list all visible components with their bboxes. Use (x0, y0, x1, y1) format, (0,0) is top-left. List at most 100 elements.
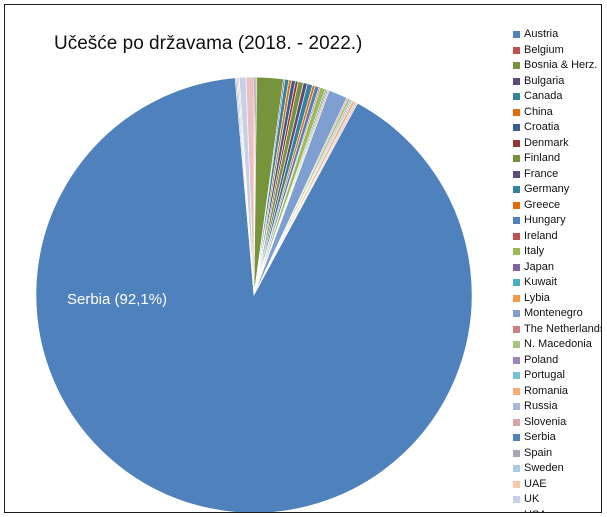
legend-label: Slovenia (524, 415, 567, 428)
legend-swatch (513, 356, 520, 364)
legend-label: N. Macedonia (524, 338, 592, 350)
legend-item-austria: Austria (513, 27, 601, 43)
legend-swatch (513, 248, 520, 256)
legend-item-france: France (513, 167, 601, 183)
legend-label: China (524, 105, 553, 118)
legend-label: UAE (524, 477, 547, 490)
chart-title: Učešće po državama (2018. - 2022.) (54, 33, 363, 54)
legend-swatch (513, 496, 520, 504)
legend-swatch (513, 279, 520, 287)
legend-label: Croatia (524, 121, 560, 133)
legend-item-germany: Germany (513, 182, 601, 198)
legend-item-sweden: Sweden (513, 461, 601, 477)
serbia-data-label: Serbia (92,1%) (67, 291, 168, 308)
legend-item-poland: Poland (513, 353, 601, 369)
legend-swatch (513, 155, 520, 163)
legend-label: Greece (524, 198, 561, 211)
legend-label: Kuwait (524, 276, 558, 288)
legend-item-romania: Romania (513, 384, 601, 400)
legend-swatch (513, 511, 520, 512)
pie-slice-usa (245, 76, 255, 296)
legend-swatch (513, 465, 520, 473)
legend-label: Serbia (524, 431, 556, 443)
legend-item-bosnia-herz: Bosnia & Herz. (513, 58, 601, 74)
pie-chart (35, 76, 473, 512)
legend-label: Germany (524, 183, 570, 195)
legend-label: Japan (524, 260, 554, 273)
legend-label: Lybia (524, 291, 550, 304)
legend-swatch (513, 294, 520, 302)
legend-item-japan: Japan (513, 260, 601, 276)
chart-frame: Učešće po državama (2018. - 2022.) Serbi… (4, 4, 602, 513)
legend-item-finland: Finland (513, 151, 601, 167)
legend-item-usa: USA (513, 508, 601, 513)
legend-label: Poland (524, 353, 559, 366)
legend-swatch (513, 387, 520, 395)
legend-item-china: China (513, 105, 601, 121)
legend-label: UK (524, 493, 540, 505)
legend-label: Bosnia & Herz. (524, 59, 598, 71)
legend-item-hungary: Hungary (513, 213, 601, 229)
legend-swatch (513, 186, 520, 194)
legend-label: Austria (524, 28, 559, 40)
legend-item-slovenia: Slovenia (513, 415, 601, 431)
legend-label: Montenegro (524, 307, 583, 319)
legend-label: Ireland (524, 229, 558, 242)
legend-swatch (513, 46, 520, 54)
legend-label: Denmark (524, 136, 569, 149)
legend-item-uae: UAE (513, 477, 601, 493)
legend-label: The Netherlands (524, 322, 602, 335)
legend-swatch (513, 124, 520, 132)
legend-swatch (513, 217, 520, 225)
legend-item-denmark: Denmark (513, 136, 601, 152)
legend-label: USA (524, 508, 547, 513)
legend-swatch (513, 62, 520, 70)
legend-label: Portugal (524, 369, 565, 381)
legend-item-montenegro: Montenegro (513, 306, 601, 322)
legend-item-bulgaria: Bulgaria (513, 74, 601, 90)
legend-label: Italy (524, 245, 545, 257)
legend-label: Romania (524, 384, 569, 397)
legend-item-russia: Russia (513, 399, 601, 415)
legend-swatch (513, 139, 520, 147)
legend-item-italy: Italy (513, 244, 601, 260)
legend-swatch (513, 480, 520, 488)
legend-label: Spain (524, 446, 553, 459)
legend-item-portugal: Portugal (513, 368, 601, 384)
legend-swatch (513, 403, 520, 411)
legend-item-lybia: Lybia (513, 291, 601, 307)
legend-swatch (513, 372, 520, 380)
legend-item-the-netherlands: The Netherlands (513, 322, 602, 338)
legend-label: France (524, 167, 559, 180)
legend-item-kuwait: Kuwait (513, 275, 601, 291)
legend-label: Belgium (524, 43, 564, 56)
legend-swatch (513, 108, 520, 116)
legend-item-belgium: Belgium (513, 43, 601, 59)
legend-swatch (513, 434, 520, 442)
legend-item-n-macedonia: N. Macedonia (513, 337, 601, 353)
legend-item-serbia: Serbia (513, 430, 601, 446)
legend-item-spain: Spain (513, 446, 601, 462)
legend-item-croatia: Croatia (513, 120, 601, 136)
legend-label: Finland (524, 152, 561, 164)
legend-swatch (513, 201, 520, 209)
legend-item-ireland: Ireland (513, 229, 601, 245)
legend-item-greece: Greece (513, 198, 601, 214)
legend-label: Hungary (524, 214, 566, 226)
legend-label: Canada (524, 90, 563, 102)
legend-swatch (513, 31, 520, 39)
legend-swatch (513, 170, 520, 178)
pie-slice-serbia (35, 77, 473, 512)
legend-swatch (513, 232, 520, 240)
legend-label: Bulgaria (524, 74, 565, 87)
legend-label: Sweden (524, 462, 564, 474)
legend-swatch (513, 418, 520, 426)
chart-legend: Austria Belgium Bosnia & Herz. Bulgaria Cana… (513, 27, 602, 513)
legend-item-uk: UK (513, 492, 601, 508)
legend-swatch (513, 263, 520, 271)
legend-swatch (513, 341, 520, 349)
legend-label: Russia (524, 400, 558, 412)
legend-swatch (513, 93, 520, 101)
legend-swatch (513, 449, 520, 457)
legend-swatch (513, 325, 520, 333)
